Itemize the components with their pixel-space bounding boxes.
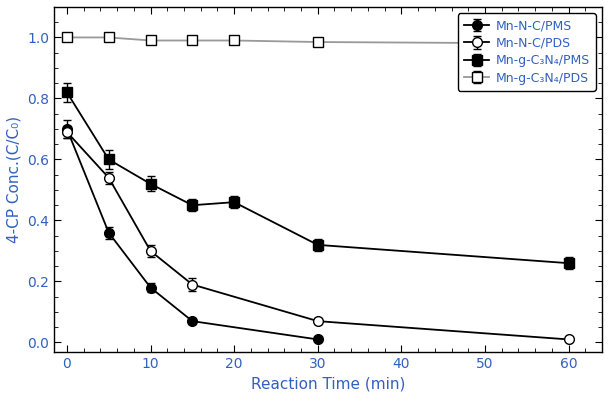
Legend: Mn-N-C/PMS, Mn-N-C/PDS, Mn-g-C₃N₄/PMS, Mn-g-C₃N₄/PDS: Mn-N-C/PMS, Mn-N-C/PDS, Mn-g-C₃N₄/PMS, M… <box>458 13 596 91</box>
Y-axis label: 4-CP Conc.(C/C₀): 4-CP Conc.(C/C₀) <box>7 116 22 243</box>
X-axis label: Reaction Time (min): Reaction Time (min) <box>251 376 406 391</box>
